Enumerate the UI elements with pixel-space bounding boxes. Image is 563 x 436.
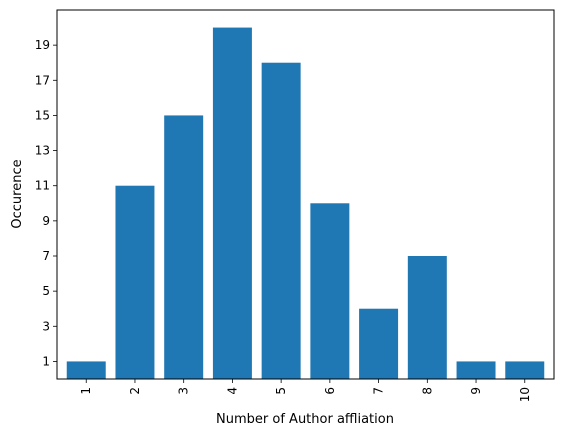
- bar-8: [407, 256, 447, 379]
- bar-6: [310, 203, 350, 379]
- y-axis-label: Occurence: [10, 159, 25, 228]
- y-tick-label: 11: [35, 179, 50, 193]
- bar-2: [115, 185, 155, 379]
- bar-7: [359, 308, 399, 379]
- plot-frame: [56, 9, 555, 380]
- x-tick-label: 4: [225, 387, 239, 395]
- y-tick-label: 13: [35, 144, 50, 158]
- y-tick-label: 3: [42, 319, 50, 333]
- x-tick-label: 5: [274, 387, 288, 395]
- x-tick-label: 3: [177, 387, 191, 395]
- y-tick-label: 17: [35, 73, 50, 87]
- bar-10: [505, 361, 545, 379]
- x-tick-label: 8: [420, 387, 434, 395]
- bar-3: [164, 115, 204, 379]
- x-tick-label: 10: [518, 387, 532, 402]
- y-tick-label: 1: [42, 354, 50, 368]
- x-tick-label: 9: [469, 387, 483, 395]
- bar-9: [456, 361, 496, 379]
- bars-group: [66, 27, 545, 379]
- bar-5: [261, 62, 301, 379]
- y-tick-label: 5: [42, 284, 50, 298]
- x-tick-label: 2: [128, 387, 142, 395]
- y-tick-label: 7: [42, 249, 50, 263]
- bar-4: [212, 27, 252, 379]
- x-axis-label: Number of Author affliation: [216, 412, 394, 427]
- x-tick-label: 1: [79, 387, 93, 395]
- x-tick-label: 6: [323, 387, 337, 395]
- x-tick-label: 7: [372, 387, 386, 395]
- bar-1: [66, 361, 106, 379]
- x-axis-ticks: 1 2 3 4 5 6 7 8 9 10: [79, 379, 532, 402]
- y-tick-label: 19: [35, 38, 50, 52]
- y-tick-label: 15: [35, 108, 50, 122]
- y-tick-label: 9: [42, 214, 50, 228]
